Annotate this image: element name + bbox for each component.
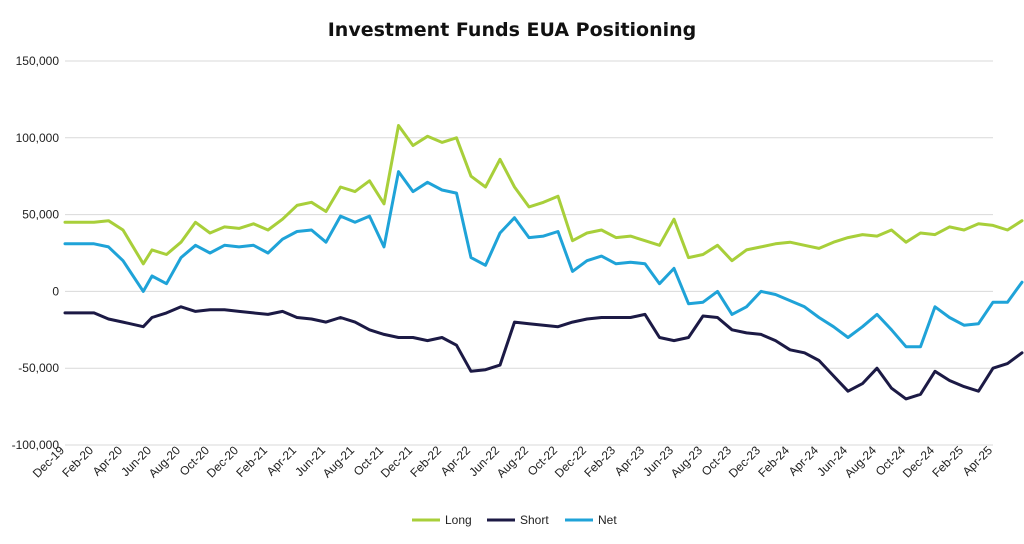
x-tick-label: Feb-20: [59, 443, 96, 480]
y-tick-label: 0: [52, 284, 59, 298]
x-tick-label: Dec-20: [204, 443, 241, 480]
y-axis: 150,000 100,000 50,000 0 -50,000 -100,000: [12, 54, 60, 452]
x-tick-label: Dec-24: [900, 443, 937, 480]
gridlines: [65, 60, 993, 446]
x-tick-label: Dec-23: [726, 443, 763, 480]
legend-label-net: Net: [598, 513, 617, 527]
x-tick-label: Dec-22: [552, 443, 589, 480]
chart-title: Investment Funds EUA Positioning: [328, 19, 697, 41]
x-axis: Dec-19Feb-20Apr-20Jun-20Aug-20Oct-20Dec-…: [30, 443, 995, 480]
x-tick-label: Feb-24: [755, 443, 792, 480]
x-tick-label: Apr-22: [438, 443, 474, 479]
x-tick-label: Apr-21: [264, 443, 300, 479]
x-tick-label: Feb-25: [929, 443, 966, 480]
x-tick-label: Apr-20: [90, 443, 126, 479]
legend: Long Short Net: [412, 513, 617, 527]
x-tick-label: Feb-22: [407, 443, 444, 480]
x-tick-label: Aug-20: [146, 443, 183, 480]
x-tick-label: Aug-22: [494, 443, 531, 480]
x-tick-label: Apr-24: [786, 443, 822, 479]
legend-label-short: Short: [520, 513, 549, 527]
series-line-short: [63, 305, 1024, 401]
series-lines: [63, 124, 1024, 401]
legend-label-long: Long: [445, 513, 472, 527]
x-tick-label: Aug-21: [320, 443, 357, 480]
y-tick-label: 100,000: [16, 131, 60, 145]
x-tick-label: Apr-23: [612, 443, 648, 479]
x-tick-label: Feb-21: [233, 443, 270, 480]
series-line-net: [63, 170, 1024, 349]
y-tick-label: -100,000: [12, 438, 60, 452]
x-tick-label: Apr-25: [960, 443, 996, 479]
y-tick-label: 150,000: [16, 54, 60, 68]
y-tick-label: 50,000: [22, 208, 59, 222]
x-tick-label: Feb-23: [581, 443, 618, 480]
x-tick-label: Aug-24: [842, 443, 879, 480]
y-tick-label: -50,000: [18, 361, 59, 375]
series-line-long: [63, 124, 1024, 266]
x-tick-label: Dec-21: [378, 443, 415, 480]
x-tick-label: Aug-23: [668, 443, 705, 480]
